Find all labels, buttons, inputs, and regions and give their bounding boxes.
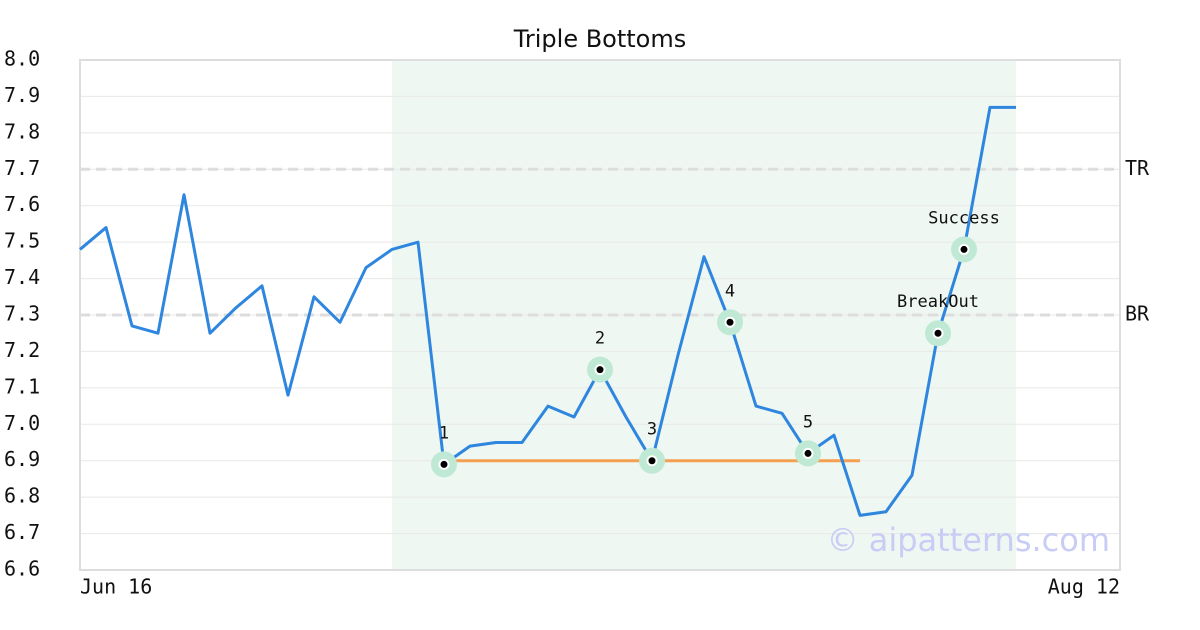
y-tick-label: 6.6 bbox=[4, 557, 40, 581]
pivot-dot bbox=[646, 455, 658, 467]
pivot-label: Success bbox=[928, 208, 1000, 228]
price-line bbox=[79, 105, 1016, 517]
y-tick-label: 7.4 bbox=[4, 265, 40, 289]
y-tick-label: 6.7 bbox=[4, 520, 40, 544]
y-tick-label: 7.1 bbox=[4, 374, 40, 398]
y-tick-label: 7.5 bbox=[4, 229, 40, 253]
pivot-label: 3 bbox=[647, 420, 657, 440]
watermark: © aipatterns.com bbox=[827, 521, 1110, 559]
pivot-label: 2 bbox=[595, 329, 605, 349]
level-label: BR bbox=[1125, 302, 1150, 326]
y-tick-label: 7.9 bbox=[4, 83, 40, 107]
y-tick-label: 8.0 bbox=[4, 47, 40, 71]
y-tick-label: 7.0 bbox=[4, 411, 40, 435]
pivot-dot bbox=[438, 458, 450, 470]
x-tick-label: Jun 16 bbox=[80, 575, 152, 599]
y-tick-label: 6.9 bbox=[4, 447, 40, 471]
pivot-dot bbox=[594, 364, 606, 376]
pivot-dot bbox=[724, 316, 736, 328]
pivot-dot bbox=[802, 447, 814, 459]
pivot-label: 4 bbox=[725, 281, 735, 301]
y-tick-label: 7.7 bbox=[4, 156, 40, 180]
y-tick-label: 6.8 bbox=[4, 484, 40, 508]
x-tick-label: Aug 12 bbox=[1048, 575, 1120, 599]
pivot-label: BreakOut bbox=[897, 292, 979, 312]
pivot-dot bbox=[958, 243, 970, 255]
y-tick-label: 7.8 bbox=[4, 119, 40, 143]
pivot-label: 1 bbox=[439, 423, 449, 443]
pivot-label: 5 bbox=[803, 412, 813, 432]
level-label: TR bbox=[1125, 156, 1150, 180]
y-tick-label: 7.2 bbox=[4, 338, 40, 362]
y-tick-label: 7.6 bbox=[4, 192, 40, 216]
y-tick-label: 7.3 bbox=[4, 302, 40, 326]
chart-title: Triple Bottoms bbox=[513, 25, 687, 53]
pivot-dot bbox=[932, 327, 944, 339]
